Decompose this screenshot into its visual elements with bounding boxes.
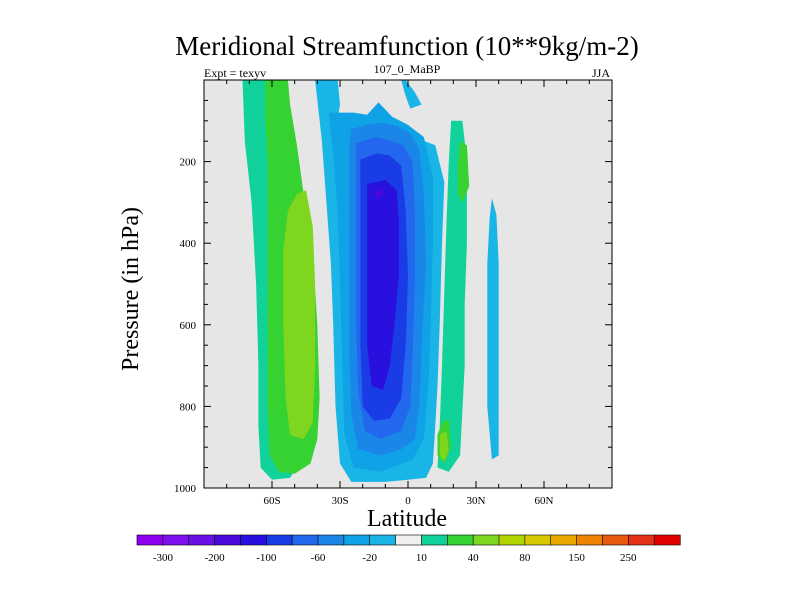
x-tick-label: 0 xyxy=(405,495,411,507)
colorbar-swatch xyxy=(498,534,526,546)
colorbar-swatch xyxy=(627,534,655,546)
colorbar-label: -20 xyxy=(362,552,377,564)
colorbar-label: 250 xyxy=(620,552,637,564)
x-tick-label: 30N xyxy=(467,495,486,507)
colorbar-swatch xyxy=(524,534,552,546)
colorbar-swatch xyxy=(214,534,242,546)
colorbar-swatch xyxy=(446,534,474,546)
colorbar-swatch xyxy=(317,534,345,546)
colorbar-swatch xyxy=(472,534,500,546)
x-tick-label: 60S xyxy=(263,495,280,507)
y-axis-label: Pressure (in hPa) xyxy=(118,207,144,371)
colorbar-label: 80 xyxy=(519,552,531,564)
chart-title: Meridional Streamfunction (10**9kg/m-2) xyxy=(175,31,638,61)
plot-axes: 60S 30S 0 30N 60N 200 400 600 800 1000 xyxy=(174,79,613,507)
contour-regions xyxy=(242,80,499,482)
contour-region-level-40 xyxy=(283,190,316,439)
colorbar-swatch xyxy=(576,534,604,546)
y-tick-label: 800 xyxy=(180,401,197,413)
contour-region-level-40 xyxy=(439,430,449,462)
contour-region-level-minus-150 xyxy=(374,188,384,199)
y-tick-label: 400 xyxy=(180,238,197,250)
x-tick-label: 60N xyxy=(535,495,554,507)
colorbar-label: 150 xyxy=(568,552,585,564)
colorbar-swatch xyxy=(188,534,216,546)
y-tick-label: 600 xyxy=(180,320,197,332)
colorbar-swatch xyxy=(653,534,681,546)
colorbar-swatch xyxy=(421,534,448,546)
y-tick-label: 1000 xyxy=(174,483,197,495)
colorbar-swatch xyxy=(343,534,371,546)
run-label: 107_0_MaBP xyxy=(374,62,441,76)
season-label: JJA xyxy=(592,66,610,80)
colorbar-swatch xyxy=(369,534,397,546)
colorbar-swatch xyxy=(395,534,423,546)
colorbar-swatch xyxy=(550,534,578,546)
contour-region-level-minus-100 xyxy=(367,180,399,391)
colorbar-label: -100 xyxy=(256,552,277,564)
colorbar-swatch xyxy=(136,534,164,546)
x-tick-label: 30S xyxy=(331,495,348,507)
colorbar-label: -300 xyxy=(153,552,174,564)
colorbar-swatch xyxy=(291,534,319,546)
contour-region-level-20 xyxy=(457,141,470,203)
contour-region-level-minus-10 xyxy=(401,80,422,109)
colorbar-label: -200 xyxy=(205,552,226,564)
colorbar-swatch xyxy=(265,534,293,546)
x-axis-label: Latitude xyxy=(367,506,447,532)
colorbar-swatch xyxy=(602,534,629,546)
y-tick-label: 200 xyxy=(180,157,197,169)
experiment-label: Expt = texyv xyxy=(204,66,266,80)
colorbar-label: 10 xyxy=(416,552,428,564)
colorbar-swatch xyxy=(240,534,267,546)
colorbar-swatch xyxy=(162,534,190,546)
contour-region-level-minus-10 xyxy=(487,198,499,460)
colorbar: -300 -200 -100 -60 -20 10 40 80 150 250 xyxy=(136,534,681,564)
colorbar-label: 40 xyxy=(468,552,480,564)
contour-region-level-10 xyxy=(437,120,467,472)
colorbar-label: -60 xyxy=(311,552,326,564)
